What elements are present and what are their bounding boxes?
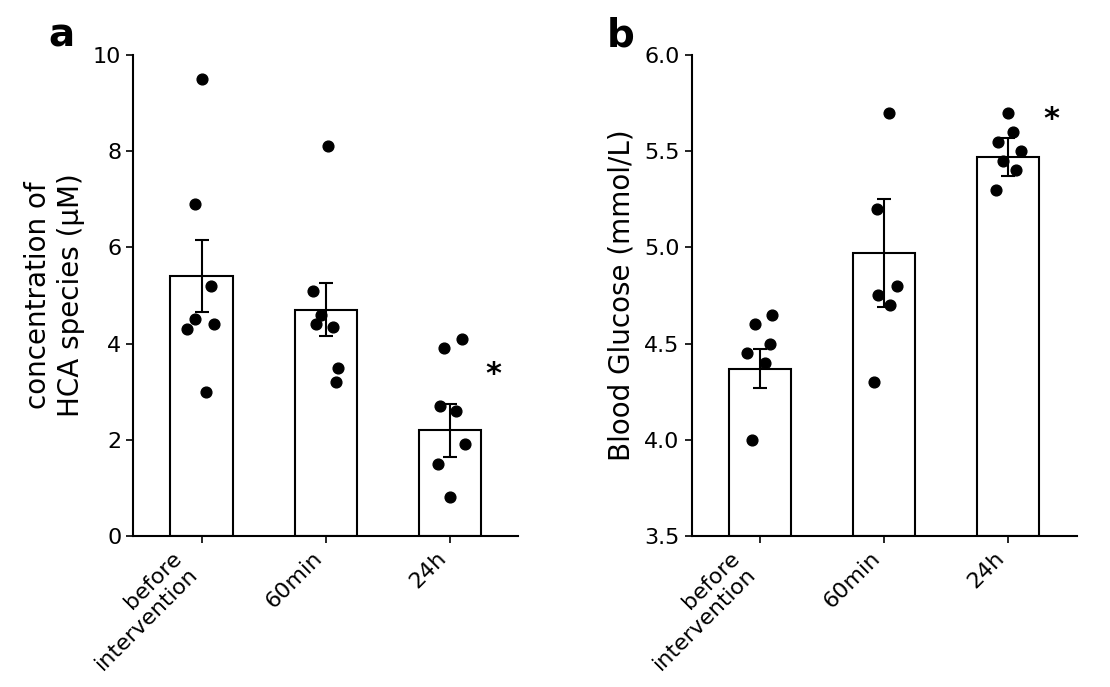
Text: *: * (485, 360, 502, 389)
Point (186, 199, 204, 210)
Point (435, 343, 453, 354)
Point (431, 401, 448, 412)
Point (456, 439, 474, 450)
Point (178, 324, 195, 335)
Point (764, 309, 781, 320)
Point (756, 357, 774, 368)
Point (761, 338, 779, 349)
Y-axis label: Blood Glucose (mmol/L): Blood Glucose (mmol/L) (608, 130, 636, 461)
Point (447, 405, 465, 416)
Point (307, 319, 325, 330)
Point (454, 333, 472, 344)
Point (203, 280, 221, 291)
Bar (171, 276, 233, 536)
Point (880, 107, 898, 118)
Point (746, 319, 764, 330)
Point (1005, 126, 1022, 137)
Bar (294, 310, 356, 536)
Point (186, 314, 204, 325)
Point (441, 492, 458, 503)
Point (205, 319, 223, 330)
Point (193, 74, 211, 85)
Text: a: a (49, 16, 74, 54)
Point (868, 203, 886, 214)
Point (738, 348, 756, 359)
Point (428, 458, 446, 469)
Text: *: * (1043, 105, 1060, 134)
Y-axis label: concentration of
HCA species (μM): concentration of HCA species (μM) (24, 174, 84, 417)
Point (869, 290, 887, 301)
Point (1012, 146, 1030, 157)
Point (866, 376, 884, 387)
Point (304, 285, 322, 296)
Point (326, 376, 344, 387)
Point (888, 280, 906, 291)
Bar (854, 253, 916, 536)
Point (999, 107, 1017, 118)
Point (312, 309, 330, 320)
Point (995, 155, 1012, 166)
Bar (729, 368, 791, 536)
Point (989, 136, 1007, 147)
Bar (418, 430, 481, 536)
Point (744, 434, 761, 445)
Bar (977, 157, 1039, 536)
Point (324, 321, 342, 332)
Point (320, 141, 337, 152)
Text: b: b (607, 16, 635, 54)
Point (1007, 165, 1025, 176)
Point (198, 386, 215, 397)
Point (330, 362, 347, 373)
Point (881, 300, 899, 311)
Point (987, 184, 1005, 195)
